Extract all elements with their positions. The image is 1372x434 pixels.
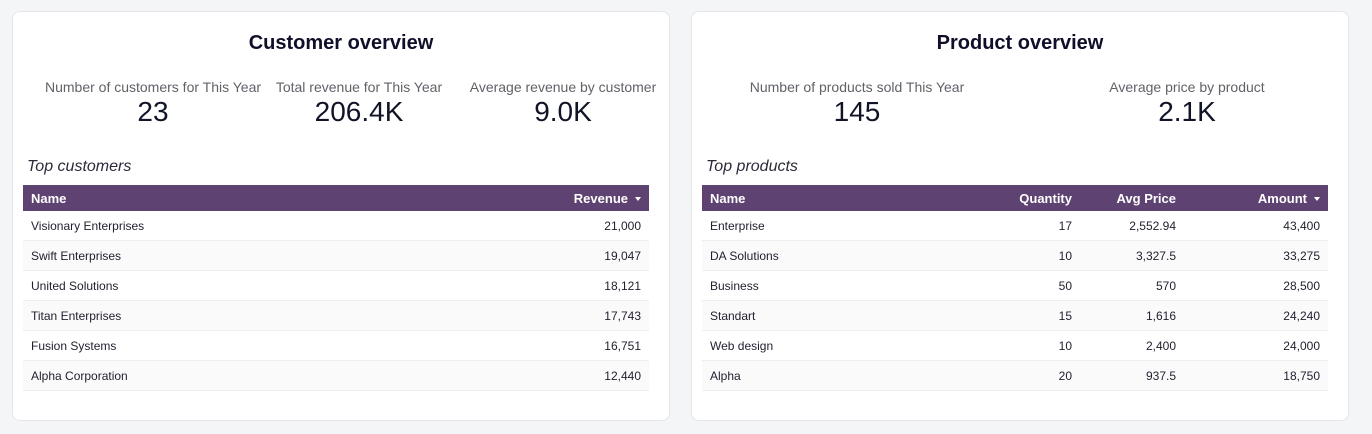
product-name: Alpha xyxy=(702,360,974,391)
kpi-label: Number of products sold This Year xyxy=(749,79,965,95)
customer-name: Titan Enterprises xyxy=(23,300,404,331)
customer-revenue: 16,751 xyxy=(403,330,649,361)
kpi-label: Number of customers for This Year xyxy=(44,79,262,95)
customer-overview-title: Customer overview xyxy=(248,32,434,54)
customer-name: United Solutions xyxy=(23,270,404,301)
table-row[interactable]: Swift Enterprises 19,047 xyxy=(23,240,649,271)
column-header-amount[interactable]: Amount xyxy=(1184,185,1328,211)
kpi-average-price: Average price by product 2.1K xyxy=(1062,79,1312,129)
product-avg-price: 1,616 xyxy=(1080,300,1184,331)
product-name: Web design xyxy=(702,330,974,361)
column-header-name[interactable]: Name xyxy=(710,190,746,206)
kpi-label: Total revenue for This Year xyxy=(275,79,443,95)
customer-name: Alpha Corporation xyxy=(23,360,404,391)
product-name: Business xyxy=(702,270,974,301)
table-row[interactable]: Alpha Corporation 12,440 xyxy=(23,360,649,391)
product-quantity: 10 xyxy=(974,240,1080,271)
product-overview-title: Product overview xyxy=(936,32,1104,54)
table-row[interactable]: Alpha 20 937.5 18,750 xyxy=(702,360,1328,391)
product-quantity: 15 xyxy=(974,300,1080,331)
customer-revenue: 18,121 xyxy=(403,270,649,301)
product-name: Enterprise xyxy=(702,211,974,241)
product-amount: 33,275 xyxy=(1184,240,1328,271)
kpi-total-revenue: Total revenue for This Year 206.4K xyxy=(259,79,459,129)
customer-revenue: 12,440 xyxy=(403,360,649,391)
customer-name: Swift Enterprises xyxy=(23,240,404,271)
product-amount: 18,750 xyxy=(1184,360,1328,391)
kpi-value: 2.1K xyxy=(1158,96,1216,127)
column-header-label: Amount xyxy=(1257,190,1307,206)
kpi-value: 23 xyxy=(137,96,169,127)
customer-revenue: 17,743 xyxy=(403,300,649,331)
table-row[interactable]: Web design 10 2,400 24,000 xyxy=(702,330,1328,361)
product-avg-price: 937.5 xyxy=(1080,360,1184,391)
table-row[interactable]: Enterprise 17 2,552.94 43,400 xyxy=(702,211,1328,241)
product-avg-price: 3,327.5 xyxy=(1080,240,1184,271)
column-header-label: Revenue xyxy=(573,190,628,206)
product-avg-price: 2,400 xyxy=(1080,330,1184,361)
product-quantity: 10 xyxy=(974,330,1080,361)
kpi-customers-count: Number of customers for This Year 23 xyxy=(28,79,278,129)
product-quantity: 20 xyxy=(974,360,1080,391)
kpi-value: 206.4K xyxy=(314,96,404,127)
caret-down-icon xyxy=(635,197,641,202)
product-name: DA Solutions xyxy=(702,240,974,271)
top-customers-title: Top customers xyxy=(27,158,132,175)
top-products-table: Name Quantity Avg Price Amount Enterpris… xyxy=(702,185,1328,391)
product-amount: 28,500 xyxy=(1184,270,1328,301)
customer-name: Fusion Systems xyxy=(23,330,404,361)
product-quantity: 50 xyxy=(974,270,1080,301)
column-header-name[interactable]: Name xyxy=(31,190,67,206)
kpi-value: 145 xyxy=(833,96,881,127)
caret-down-icon xyxy=(1314,197,1320,202)
top-customers-table: Name Revenue Visionary Enterprises 21,00… xyxy=(23,185,649,391)
customer-overview-card: Customer overview Number of customers fo… xyxy=(12,11,670,421)
product-overview-card: Product overview Number of products sold… xyxy=(691,11,1349,421)
top-products-title: Top products xyxy=(706,158,798,175)
column-header-revenue[interactable]: Revenue xyxy=(404,185,649,211)
kpi-average-revenue: Average revenue by customer 9.0K xyxy=(463,79,663,129)
kpi-label: Average price by product xyxy=(1109,79,1265,95)
kpi-products-sold: Number of products sold This Year 145 xyxy=(732,79,982,129)
kpi-label: Average revenue by customer xyxy=(469,79,657,95)
customer-revenue: 21,000 xyxy=(403,211,649,241)
kpi-value: 9.0K xyxy=(534,96,592,127)
column-header-quantity[interactable]: Quantity xyxy=(1019,190,1072,206)
product-amount: 24,240 xyxy=(1184,300,1328,331)
column-header-avg-price[interactable]: Avg Price xyxy=(1116,190,1177,206)
table-row[interactable]: Standart 15 1,616 24,240 xyxy=(702,300,1328,331)
product-amount: 43,400 xyxy=(1184,211,1328,241)
product-avg-price: 2,552.94 xyxy=(1080,211,1184,241)
product-quantity: 17 xyxy=(974,211,1080,241)
product-avg-price: 570 xyxy=(1080,270,1184,301)
customer-revenue: 19,047 xyxy=(403,240,649,271)
table-row[interactable]: Business 50 570 28,500 xyxy=(702,270,1328,301)
table-header-row: Name Revenue xyxy=(23,185,649,211)
table-row[interactable]: Visionary Enterprises 21,000 xyxy=(23,211,649,241)
table-row[interactable]: Fusion Systems 16,751 xyxy=(23,330,649,361)
table-header-row: Name Quantity Avg Price Amount xyxy=(702,185,1328,211)
table-row[interactable]: DA Solutions 10 3,327.5 33,275 xyxy=(702,240,1328,271)
product-name: Standart xyxy=(702,300,974,331)
customer-name: Visionary Enterprises xyxy=(23,211,404,241)
table-row[interactable]: United Solutions 18,121 xyxy=(23,270,649,301)
product-amount: 24,000 xyxy=(1184,330,1328,361)
table-row[interactable]: Titan Enterprises 17,743 xyxy=(23,300,649,331)
